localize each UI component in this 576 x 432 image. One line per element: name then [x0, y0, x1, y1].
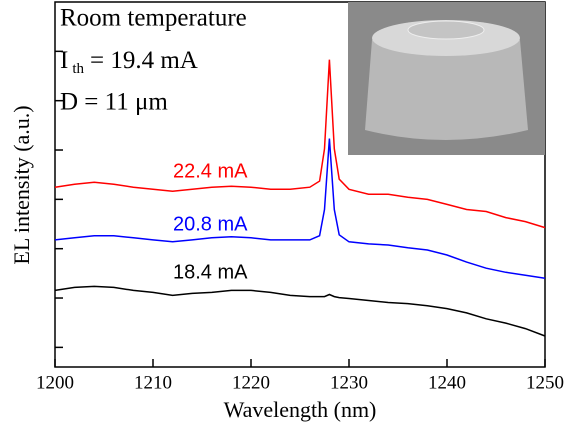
- threshold-subscript: th: [72, 61, 84, 77]
- x-tick-label: 1210: [134, 372, 172, 393]
- x-tick-label: 1200: [36, 372, 74, 393]
- plot-frame: [54, 1, 546, 368]
- annotation: Room temperature: [60, 5, 247, 32]
- y-axis-label: EL intensity (a.u.): [9, 105, 34, 264]
- series-line: [54, 138, 546, 280]
- series-label: 20.8 mA: [173, 213, 248, 235]
- annotation: D = 11 μm: [60, 89, 168, 116]
- x-tick-label: 1230: [330, 372, 368, 393]
- x-axis-label: Wavelength (nm): [224, 397, 377, 422]
- threshold-symbol: I: [60, 47, 68, 74]
- series-line: [54, 285, 546, 337]
- inset-image: [348, 2, 545, 155]
- x-tick-label: 1220: [232, 372, 270, 393]
- threshold-text: = 19.4 mA: [90, 47, 198, 74]
- x-tick-label: 1240: [428, 372, 466, 393]
- series-label: 22.4 mA: [173, 160, 248, 182]
- x-tick-label: 1250: [526, 372, 564, 393]
- series-line: [54, 59, 546, 229]
- series-label: 18.4 mA: [173, 261, 248, 283]
